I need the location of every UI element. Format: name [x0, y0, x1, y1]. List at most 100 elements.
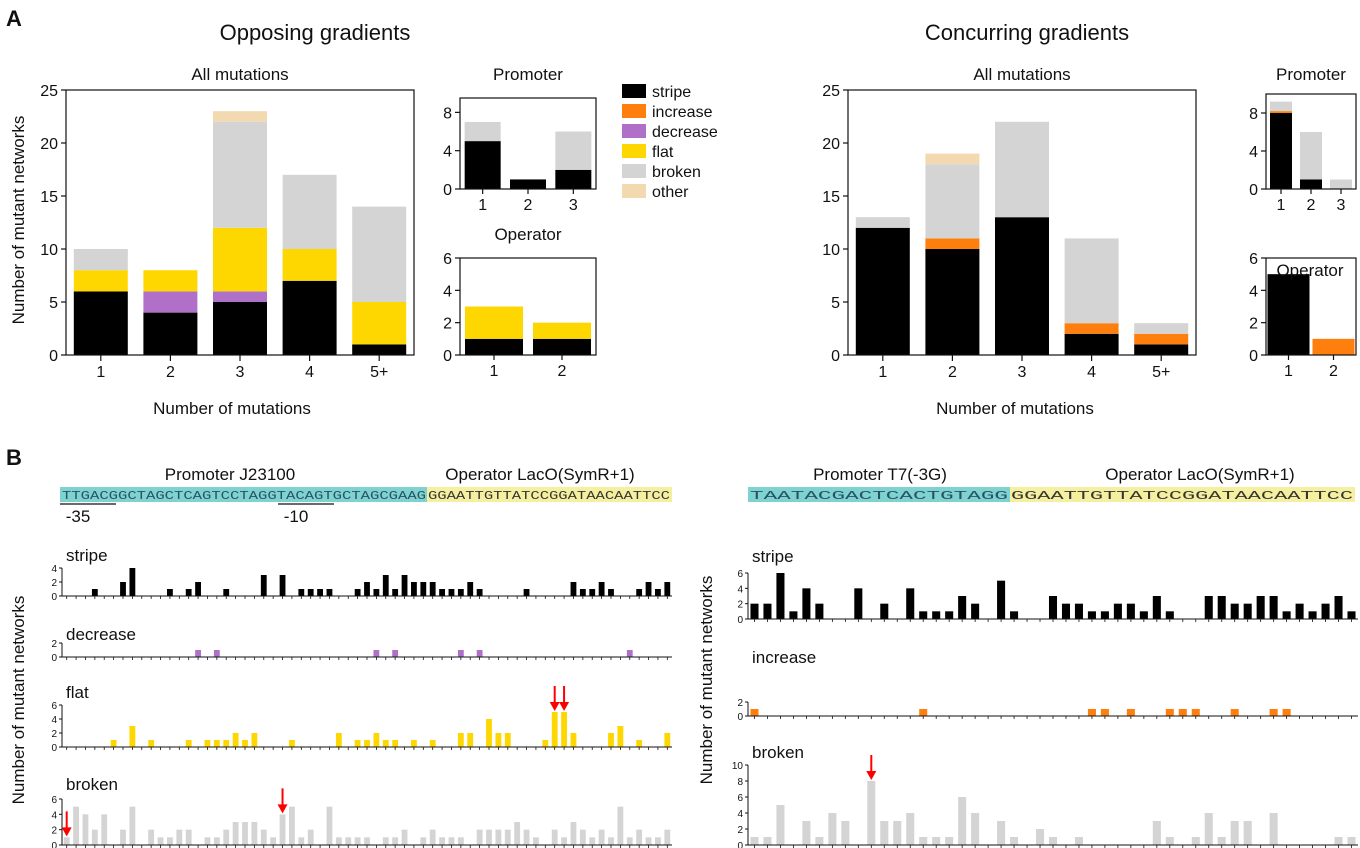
bar-stripe-2 — [925, 249, 980, 355]
plot-frame — [459, 97, 597, 190]
position-bar — [1010, 611, 1019, 619]
chart-title: Operator — [1276, 261, 1343, 280]
position-bar — [971, 813, 980, 845]
y-tick-label: 0 — [1249, 348, 1258, 365]
y-tick-label: 8 — [443, 105, 452, 122]
position-bar — [392, 837, 399, 845]
x-tick-label: 1 — [878, 364, 887, 381]
position-bar — [906, 588, 915, 619]
position-bar — [1165, 837, 1174, 845]
y-tick-label: 2 — [51, 578, 57, 589]
y-tick-label: 4 — [737, 584, 743, 595]
position-bar — [335, 733, 342, 747]
bar-broken-2 — [1300, 132, 1322, 180]
position-bar — [382, 575, 389, 596]
position-bar — [439, 589, 445, 596]
position-bar — [1230, 603, 1239, 619]
position-bar — [148, 829, 155, 845]
plot-frame — [1265, 257, 1357, 356]
position-bar — [1243, 603, 1252, 619]
position-bar — [561, 837, 567, 845]
y-tick-label: 15 — [822, 189, 840, 206]
plot-frame — [459, 257, 597, 356]
position-bar — [608, 733, 614, 747]
position-bar — [167, 589, 173, 596]
y-tick-label: 6 — [51, 701, 57, 712]
legend-label-broken: broken — [652, 164, 701, 181]
legend-swatch-increase — [622, 104, 646, 118]
position-bar — [570, 582, 577, 596]
position-bar — [429, 582, 436, 596]
legend-label-increase: increase — [652, 104, 713, 121]
chart-title: Operator — [494, 225, 561, 244]
bar-flat-2 — [143, 270, 198, 292]
position-bar — [504, 733, 511, 747]
promoter-label-left: Promoter J23100 — [165, 465, 295, 484]
bar-stripe-2 — [533, 338, 591, 355]
position-bar — [223, 829, 230, 845]
position-bar — [945, 611, 954, 619]
track-title: stripe — [66, 546, 108, 565]
bar-broken-3 — [555, 131, 592, 170]
position-bar — [1165, 611, 1174, 619]
bar-broken-2 — [925, 164, 980, 239]
position-bar — [1126, 709, 1135, 716]
position-bar — [608, 837, 614, 845]
position-bar — [1282, 709, 1291, 716]
position-bar — [1204, 596, 1213, 619]
position-bar — [504, 829, 511, 845]
position-bar — [750, 837, 759, 845]
position-bar — [317, 589, 323, 596]
bar-other-3 — [213, 111, 267, 122]
x-tick-label: 1 — [478, 197, 487, 214]
y-tick-label: 0 — [1249, 182, 1258, 199]
bar-decrease-2 — [143, 291, 198, 313]
y-tick-label: 2 — [1249, 316, 1258, 333]
y-tick-label: 2 — [737, 600, 743, 611]
bar-stripe-1 — [465, 338, 523, 355]
bar-flat-1 — [465, 306, 523, 339]
y-tick-label: 4 — [737, 809, 743, 820]
y-tick-label: 0 — [49, 348, 58, 365]
sequence-left: Promoter J23100 Operator LacO(SymR+1) TT… — [60, 465, 672, 526]
position-bar — [645, 837, 652, 845]
red-arrow-head — [277, 804, 288, 814]
chart-title: Promoter — [1276, 65, 1346, 84]
position-bar — [750, 709, 759, 716]
bar-other-2 — [925, 153, 980, 165]
bar-increase-1 — [1270, 111, 1292, 113]
position-bar — [129, 726, 136, 747]
position-bar — [223, 740, 230, 747]
position-bar — [91, 829, 98, 845]
chart-concurring-promoter: 1 2 3 0 4 8 Promoter — [1249, 65, 1357, 214]
position-bar — [1165, 709, 1174, 716]
x-axis-title-concurring: Number of mutations — [936, 399, 1094, 418]
position-bar — [457, 733, 464, 747]
x-tick-label: 3 — [236, 364, 245, 381]
plot-frame — [1265, 93, 1357, 190]
bar-broken-1 — [73, 249, 128, 271]
position-bar — [420, 837, 427, 845]
position-bar — [298, 837, 305, 845]
position-bar — [1217, 596, 1226, 619]
position-bar — [1256, 596, 1265, 619]
position-bar — [589, 837, 596, 845]
position-bar — [157, 837, 164, 845]
position-bar — [561, 712, 567, 747]
chart-b-right-increase: increase 0 2 — [737, 648, 1358, 723]
position-bar — [958, 797, 967, 845]
position-bar — [906, 813, 915, 845]
promoter-label-right: Promoter T7(-3G) — [813, 465, 947, 484]
position-bar — [1178, 709, 1187, 716]
y-tick-label: 6 — [51, 795, 57, 806]
box-35-label: -35 — [66, 507, 91, 526]
position-bar — [120, 829, 126, 845]
position-bar — [789, 611, 798, 619]
position-bar — [664, 733, 671, 747]
position-bar — [1347, 837, 1356, 845]
plot-frame — [847, 89, 1197, 356]
chart-b-left-decrease: decrease 0 2 — [51, 625, 672, 664]
y-tick-label: 8 — [1249, 106, 1258, 123]
y-axis-title-b-left: Number of mutant networks — [9, 596, 28, 805]
position-bar — [495, 829, 502, 845]
